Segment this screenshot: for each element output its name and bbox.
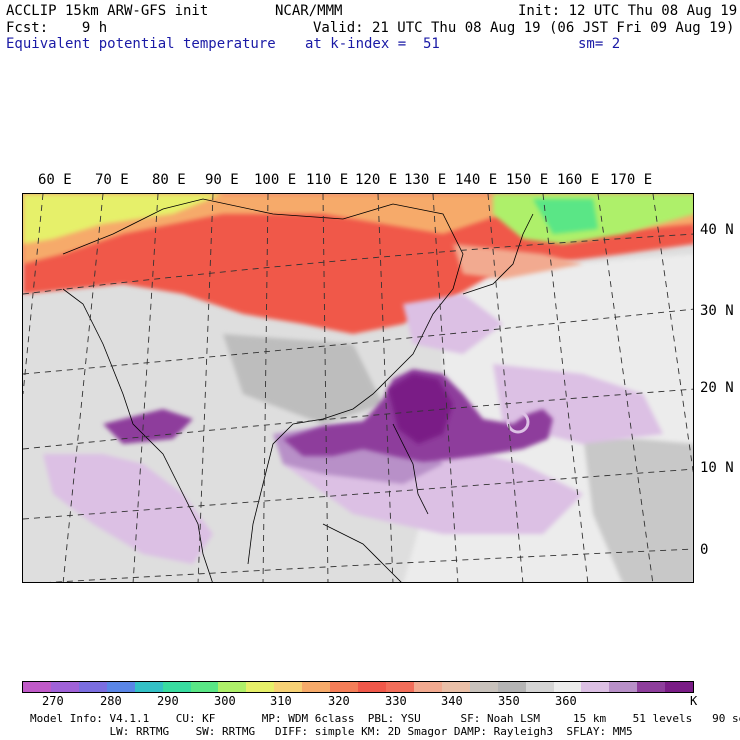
typhoon-core (388, 374, 453, 444)
colorbar-tick: 320 (328, 694, 350, 708)
theta-e-field (23, 194, 693, 582)
colorbar-tick: 330 (385, 694, 407, 708)
institution-label: NCAR/MMM (275, 3, 343, 19)
colorbar-swatch (665, 682, 694, 692)
lon-label: 170 E (610, 172, 653, 188)
colorbar-swatch (553, 682, 582, 692)
field-name: Equivalent potential temperature (6, 36, 276, 52)
graticule (23, 194, 693, 582)
typhoon-eye (506, 410, 530, 434)
smoothing-label: sm= 2 (578, 36, 621, 52)
lon-label: 70 E (95, 172, 129, 188)
colorbar-tick: 300 (214, 694, 236, 708)
borneo-coast (322, 523, 402, 582)
lat-label: 10 N (700, 460, 734, 476)
colorbar-swatch (134, 682, 163, 692)
grid-170e (652, 194, 693, 474)
lon-label: 90 E (205, 172, 239, 188)
lon-label: 120 E (355, 172, 398, 188)
china-grey (223, 334, 383, 424)
forecast-hour: Fcst: 9 h (6, 20, 108, 36)
colorbar-swatch (525, 682, 554, 692)
init-time: Init: 12 UTC Thu 08 Aug 19 (518, 3, 738, 19)
ecs-lavender (403, 294, 503, 354)
colorbar-swatch (441, 682, 470, 692)
lat-label: 40 N (700, 222, 734, 238)
coastlines (62, 198, 534, 582)
level-index: at k-index = 51 (305, 36, 440, 52)
colorbar-swatch (469, 682, 498, 692)
india-purple-strip (103, 409, 193, 444)
lon-label: 160 E (557, 172, 600, 188)
colorbar-tick: 310 (270, 694, 292, 708)
colorbar-swatch (302, 682, 331, 692)
model-info-line2: LW: RRTMG SW: RRTMG DIFF: simple KM: 2D … (30, 725, 633, 738)
lat-label: 0 (700, 542, 709, 558)
colorbar-swatch (23, 682, 51, 692)
lon-label: 60 E (38, 172, 72, 188)
se-grey (583, 434, 693, 582)
model-title: ACCLIP 15km ARW-GFS init (6, 3, 209, 19)
colorbar-tick: 340 (441, 694, 463, 708)
green-core (533, 199, 598, 234)
colorbar-swatch (330, 682, 359, 692)
peach-japan (453, 244, 583, 279)
model-info-line1: Model Info: V4.1.1 CU: KF MP: WDM 6class… (30, 712, 740, 725)
japan-coast (462, 213, 534, 295)
colorbar-tick: 350 (498, 694, 520, 708)
map-panel (22, 193, 694, 583)
colorbar-swatch (106, 682, 135, 692)
india-coast (62, 288, 213, 582)
lat-label: 20 N (700, 380, 734, 396)
lon-label: 100 E (254, 172, 297, 188)
colorbar-swatch (358, 682, 386, 692)
colorbar-tick: 360 (555, 694, 577, 708)
colorbar-swatch (609, 682, 638, 692)
colorbar-swatch (246, 682, 275, 692)
colorbar-unit: K (690, 694, 698, 708)
colorbar-swatch (637, 682, 666, 692)
colorbar-swatch (581, 682, 610, 692)
colorbar-swatch (385, 682, 414, 692)
lon-label: 150 E (506, 172, 549, 188)
colorbar-swatch (218, 682, 247, 692)
lon-label: 140 E (455, 172, 498, 188)
colorbar-swatch (274, 682, 303, 692)
lon-label: 110 E (306, 172, 349, 188)
colorbar-tick: 290 (157, 694, 179, 708)
colorbar (22, 681, 694, 693)
valid-time: Valid: 21 UTC Thu 08 Aug 19 (06 JST Fri … (313, 20, 735, 36)
lat-label: 30 N (700, 303, 734, 319)
colorbar-swatch (78, 682, 107, 692)
colorbar-swatch (162, 682, 191, 692)
lon-label: 130 E (404, 172, 447, 188)
colorbar-swatch (497, 682, 526, 692)
colorbar-swatch (190, 682, 219, 692)
india-lavender (43, 454, 213, 564)
colorbar-swatch (50, 682, 79, 692)
asia-coast (62, 198, 464, 565)
lon-label: 80 E (152, 172, 186, 188)
colorbar-tick: 280 (100, 694, 122, 708)
grid-60e (23, 194, 44, 395)
colorbar-tick: 270 (42, 694, 64, 708)
philippines-coast (392, 423, 429, 515)
colorbar-swatch (413, 682, 442, 692)
